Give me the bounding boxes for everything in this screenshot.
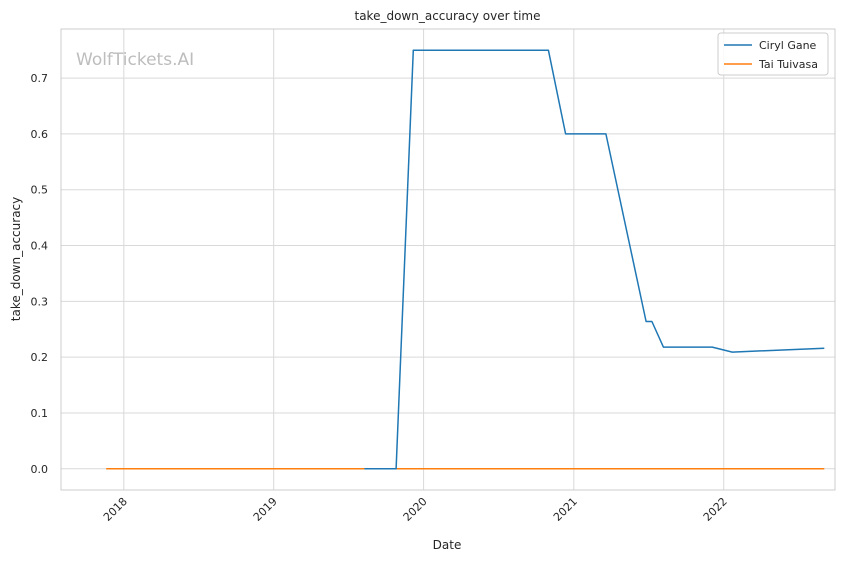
y-tick-label: 0.3 [31,295,49,308]
legend-label-ciryl-gane: Ciryl Gane [759,39,817,52]
x-tick-label: 2021 [551,495,580,524]
chart-title: take_down_accuracy over time [355,9,541,23]
series-line-ciryl-gane [364,49,825,470]
y-tick-label: 0.4 [31,240,49,253]
y-tick-label: 0.2 [31,351,49,364]
watermark: WolfTickets.AI [76,50,194,70]
legend: Ciryl Gane Tai Tuivasa [717,32,829,76]
x-tick-label: 2018 [101,495,130,524]
x-tick-label: 2022 [701,495,730,524]
y-tick-label: 0.5 [31,184,49,197]
x-tick-labels: 2018 2019 2020 2021 2022 [101,495,730,524]
grid [61,29,835,490]
legend-label-tai-tuivasa: Tai Tuivasa [758,58,818,71]
y-tick-label: 0.0 [31,463,49,476]
x-tick-label: 2020 [401,495,430,524]
y-tick-label: 0.7 [31,72,49,85]
y-tick-labels: 0.0 0.1 0.2 0.3 0.4 0.5 0.6 0.7 [31,72,49,476]
series-group [106,49,825,470]
plot-frame [60,28,836,491]
y-tick-label: 0.1 [31,407,49,420]
y-axis-label: take_down_accuracy [9,197,23,321]
y-tick-label: 0.6 [31,128,49,141]
x-axis-label: Date [433,538,462,552]
x-tick-label: 2019 [251,495,280,524]
